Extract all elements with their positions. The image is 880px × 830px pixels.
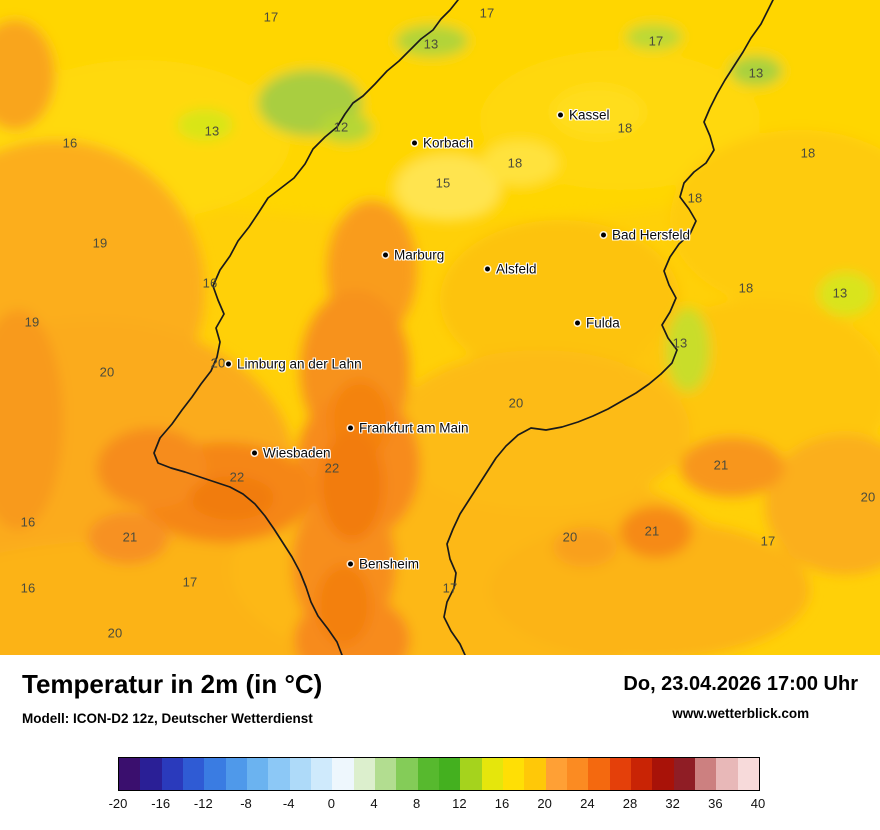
- colorbar-tick-label: -12: [193, 796, 213, 811]
- colorbar-tick-label: 24: [580, 796, 595, 811]
- colorbar-segment: [225, 758, 247, 790]
- colorbar-segment: [716, 758, 738, 790]
- colorbar-segment: [502, 758, 525, 790]
- map-datetime: Do, 23.04.2026 17:00 Uhr: [623, 673, 858, 695]
- colorbar-tick-label: -20: [108, 796, 128, 811]
- colorbar-segment: [119, 758, 141, 790]
- temperature-field-svg: [0, 0, 880, 655]
- colorbar-segment: [246, 758, 269, 790]
- colorbar-tick-label: 0: [327, 796, 335, 811]
- colorbar-segment: [609, 758, 631, 790]
- colorbar-segment: [481, 758, 503, 790]
- colorbar-tick-label: -16: [151, 796, 171, 811]
- colorbar-segment: [353, 758, 375, 790]
- footer-right: Do, 23.04.2026 17:00 Uhr www.wetterblick…: [623, 673, 858, 721]
- colorbar-segment: [673, 758, 695, 790]
- colorbar-segment: [588, 758, 610, 790]
- colorbar-segment: [332, 758, 354, 790]
- colorbar-segment: [566, 758, 589, 790]
- colorbar-segment: [310, 758, 333, 790]
- colorbar-segment: [289, 758, 311, 790]
- colorbar-segment: [545, 758, 567, 790]
- colorbar-gradient: [118, 757, 760, 791]
- colorbar-segment: [140, 758, 162, 790]
- colorbar-segment: [630, 758, 653, 790]
- colorbar-segment: [652, 758, 674, 790]
- colorbar-segment: [438, 758, 461, 790]
- colorbar-segment: [417, 758, 439, 790]
- colorbar-tick-label: 32: [665, 796, 680, 811]
- colorbar-tick-label: 8: [413, 796, 421, 811]
- colorbar-tick-label: 16: [494, 796, 510, 811]
- model-info: Modell: ICON-D2 12z, Deutscher Wetterdie…: [22, 711, 313, 726]
- map-title: Temperatur in 2m (in °C): [22, 669, 323, 699]
- colorbar-ticks: -20 -16 -12 -8 -4 0 4 8 12 16 20 24 28 32 36 40: [109, 796, 766, 814]
- temperature-blobs: [0, 0, 880, 655]
- colorbar-segment: [460, 758, 482, 790]
- map-footer: Temperatur in 2m (in °C) Modell: ICON-D2…: [0, 655, 880, 830]
- colorbar-segment: [268, 758, 290, 790]
- colorbar-segment: [374, 758, 397, 790]
- colorbar-tick-label: 28: [622, 796, 638, 811]
- colorbar-segment: [161, 758, 183, 790]
- colorbar-tick-label: 12: [452, 796, 467, 811]
- colorbar-tick-label: 20: [537, 796, 552, 811]
- colorbar-tick-label: 4: [370, 796, 378, 811]
- colorbar-tick-label: -4: [282, 796, 295, 811]
- colorbar-segment: [204, 758, 226, 790]
- colorbar-tick-label: -8: [240, 796, 252, 811]
- colorbar-segment: [396, 758, 418, 790]
- colorbar-segment: [182, 758, 205, 790]
- colorbar-segment: [694, 758, 717, 790]
- state-borders: [153, 0, 774, 655]
- map-area: 17 17 13 17 13 16 13 12 18 18 18 15 18 19 16 18 13 19 13 20…: [0, 0, 880, 655]
- colorbar-tick-label: 36: [708, 796, 723, 811]
- colorbar-segment: [524, 758, 546, 790]
- website-url: www.wetterblick.com: [672, 706, 810, 721]
- colorbar-tick-label: 40: [750, 796, 766, 811]
- colorbar-segment: [737, 758, 759, 790]
